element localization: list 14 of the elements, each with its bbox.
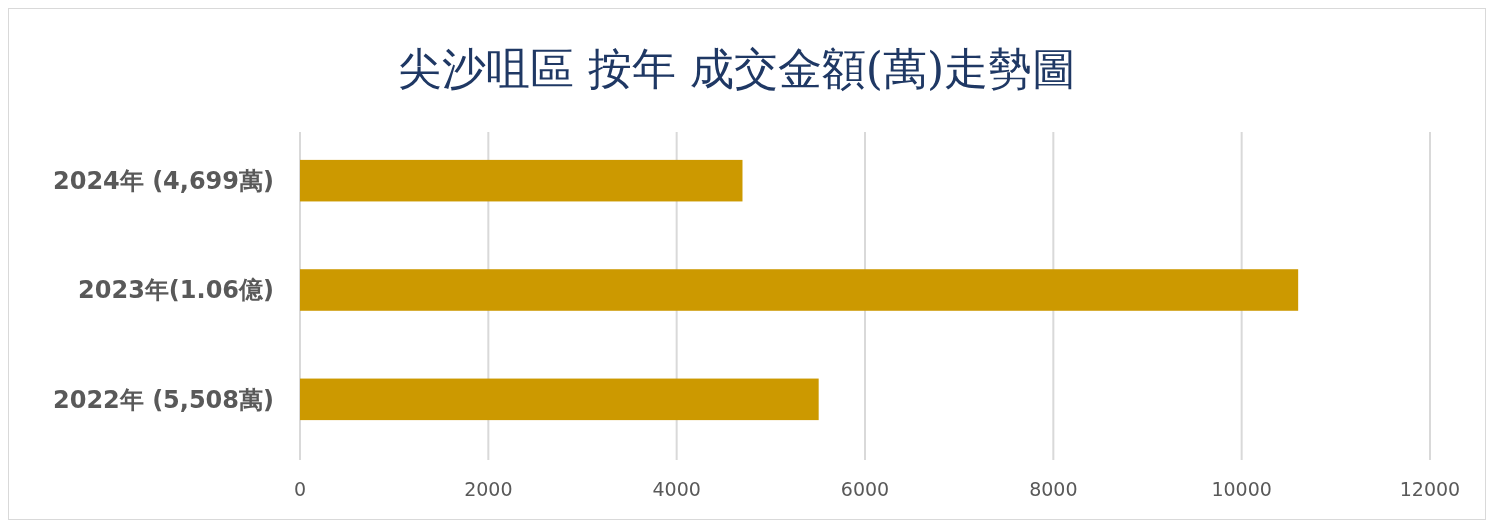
x-tick-label: 6000 — [840, 478, 890, 500]
y-tick-label: 2024年 (4,699萬) — [52, 167, 274, 196]
x-tick-label: 10000 — [1211, 478, 1272, 500]
bar — [300, 378, 819, 421]
x-tick-label: 0 — [293, 478, 307, 500]
y-tick-label: 2023年(1.06億) — [78, 276, 274, 305]
x-tick-label: 8000 — [1029, 478, 1078, 500]
x-tick-label: 4000 — [652, 478, 701, 500]
bar — [300, 159, 743, 202]
x-tick-label: 2000 — [464, 478, 513, 500]
chart-title: 尖沙咀區 按年 成交金額(萬)走勢圖 — [397, 43, 1077, 94]
bar — [300, 269, 1299, 311]
y-tick-label: 2022年 (5,508萬) — [52, 385, 274, 414]
x-tick-label: 12000 — [1399, 478, 1461, 500]
